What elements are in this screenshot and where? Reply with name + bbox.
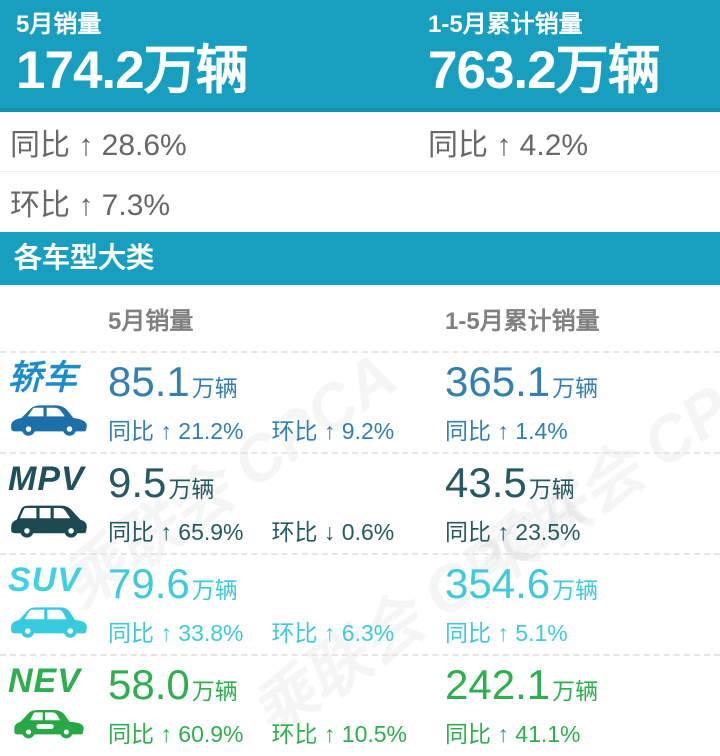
may-sales-summary: 5月销量 174.2万辆 <box>16 8 428 108</box>
may-value: 58.0 <box>108 661 190 708</box>
suv-car-icon <box>8 601 92 639</box>
table-body: 轿车 85.1 万辆 同比 ↑ 21.2% 环比 ↑ 9.2% 365.1 万辆… <box>0 351 720 755</box>
may-unit: 万辆 <box>191 678 238 704</box>
cumulative-unit: 万辆 <box>528 476 575 502</box>
category-label: MPV <box>8 460 85 498</box>
may-value: 9.5 <box>108 459 167 506</box>
category-cell: SUV <box>0 562 108 654</box>
cumulative-yoy: 同比 ↑ 23.5% <box>445 519 581 545</box>
category-label: 轿车 <box>8 359 78 397</box>
nev-car-icon <box>8 702 92 740</box>
category-cell: MPV <box>0 461 108 553</box>
section-title: 各车型大类 <box>0 232 720 285</box>
cumulative-yoy: 同比 ↑ 5.1% <box>445 620 568 646</box>
may-mom: 环比 ↑ 9.2% <box>271 418 395 444</box>
category-cell: 轿车 <box>0 360 108 452</box>
may-sales-label: 5月销量 <box>16 11 102 38</box>
may-yoy: 同比 ↑ 60.9% <box>108 721 244 747</box>
cumulative-sales-number: 763.2 <box>428 41 557 100</box>
may-yoy-stat: 同比 ↑ 28.6% <box>10 128 187 162</box>
cumulative-sales-unit: 万辆 <box>555 41 661 100</box>
may-sales-cell: 9.5 万辆 同比 ↑ 65.9% 环比 ↓ 0.6% <box>108 461 445 553</box>
may-yoy: 同比 ↑ 21.2% <box>108 418 244 444</box>
may-sales-unit: 万辆 <box>143 41 249 100</box>
may-mom-stat: 环比 ↑ 7.3% <box>10 189 171 222</box>
table-header: 5月销量 1-5月累计销量 <box>0 285 720 351</box>
may-sales-number: 174.2 <box>16 41 145 100</box>
may-sub-stats: 同比 ↑ 65.9% 环比 ↓ 0.6% <box>108 513 445 547</box>
cumulative-value-line: 43.5 万辆 <box>445 461 720 505</box>
category-label: NEV <box>8 662 81 700</box>
cumulative-unit: 万辆 <box>552 678 599 704</box>
category-table: 5月销量 1-5月累计销量 轿车 85.1 万辆 同比 ↑ 21.2% 环比 ↑… <box>0 285 720 755</box>
may-mom: 环比 ↑ 6.3% <box>271 620 395 646</box>
cumulative-sales-cell: 242.1 万辆 同比 ↑ 41.1% <box>445 663 720 755</box>
sedan-car-icon <box>8 399 92 437</box>
cumulative-sales-cell: 43.5 万辆 同比 ↑ 23.5% <box>445 461 720 553</box>
mom-stats-row: 环比 ↑ 7.3% <box>0 172 720 232</box>
may-value-line: 85.1 万辆 <box>108 360 445 404</box>
cumulative-sub-stats: 同比 ↑ 1.4% <box>445 412 720 446</box>
cumulative-yoy: 同比 ↑ 1.4% <box>445 418 568 444</box>
cumulative-value-line: 365.1 万辆 <box>445 360 720 404</box>
summary-banner: 5月销量 174.2万辆 1-5月累计销量 763.2万辆 <box>0 0 720 112</box>
may-sales-column-header: 5月销量 <box>108 307 194 335</box>
may-value: 79.6 <box>108 560 190 607</box>
cumulative-unit: 万辆 <box>552 577 599 603</box>
may-sales-value: 174.2万辆 <box>16 42 428 100</box>
cumulative-sales-cell: 365.1 万辆 同比 ↑ 1.4% <box>445 360 720 452</box>
table-row: SUV 79.6 万辆 同比 ↑ 33.8% 环比 ↑ 6.3% 354.6 万… <box>0 553 720 654</box>
category-label: SUV <box>8 561 81 599</box>
cumulative-sales-label: 1-5月累计销量 <box>428 11 583 38</box>
may-unit: 万辆 <box>191 577 238 603</box>
cumulative-yoy-stat: 同比 ↑ 4.2% <box>428 128 589 162</box>
cumulative-unit: 万辆 <box>552 375 599 401</box>
cumulative-sales-value: 763.2万辆 <box>428 42 720 100</box>
may-sales-cell: 79.6 万辆 同比 ↑ 33.8% 环比 ↑ 6.3% <box>108 562 445 654</box>
category-cell: NEV <box>0 663 108 755</box>
table-row: 轿车 85.1 万辆 同比 ↑ 21.2% 环比 ↑ 9.2% 365.1 万辆… <box>0 351 720 452</box>
may-value: 85.1 <box>108 358 190 405</box>
cumulative-value: 43.5 <box>445 459 527 506</box>
cumulative-value: 242.1 <box>445 661 551 708</box>
cumulative-sub-stats: 同比 ↑ 5.1% <box>445 614 720 648</box>
table-row: MPV 9.5 万辆 同比 ↑ 65.9% 环比 ↓ 0.6% 43.5 万辆 … <box>0 452 720 553</box>
cumulative-sales-cell: 354.6 万辆 同比 ↑ 5.1% <box>445 562 720 654</box>
may-unit: 万辆 <box>168 476 215 502</box>
cumulative-value: 354.6 <box>445 560 551 607</box>
cumulative-sales-summary: 1-5月累计销量 763.2万辆 <box>428 8 720 108</box>
may-mom: 环比 ↓ 0.6% <box>271 519 395 545</box>
cumulative-yoy: 同比 ↑ 41.1% <box>445 721 581 747</box>
cumulative-sub-stats: 同比 ↑ 41.1% <box>445 715 720 749</box>
mpv-car-icon <box>8 500 92 538</box>
cumulative-value-line: 242.1 万辆 <box>445 663 720 707</box>
may-value-line: 58.0 万辆 <box>108 663 445 707</box>
may-yoy: 同比 ↑ 33.8% <box>108 620 244 646</box>
may-sub-stats: 同比 ↑ 60.9% 环比 ↑ 10.5% <box>108 715 445 749</box>
may-sales-cell: 58.0 万辆 同比 ↑ 60.9% 环比 ↑ 10.5% <box>108 663 445 755</box>
may-mom: 环比 ↑ 10.5% <box>271 721 408 747</box>
may-sub-stats: 同比 ↑ 21.2% 环比 ↑ 9.2% <box>108 412 445 446</box>
cumulative-value: 365.1 <box>445 358 551 405</box>
cumulative-value-line: 354.6 万辆 <box>445 562 720 606</box>
may-sub-stats: 同比 ↑ 33.8% 环比 ↑ 6.3% <box>108 614 445 648</box>
may-sales-cell: 85.1 万辆 同比 ↑ 21.2% 环比 ↑ 9.2% <box>108 360 445 452</box>
may-unit: 万辆 <box>191 375 238 401</box>
may-value-line: 9.5 万辆 <box>108 461 445 505</box>
cumulative-sub-stats: 同比 ↑ 23.5% <box>445 513 720 547</box>
may-yoy: 同比 ↑ 65.9% <box>108 519 244 545</box>
table-row: NEV 58.0 万辆 同比 ↑ 60.9% 环比 ↑ 10.5% 242.1 … <box>0 654 720 755</box>
yoy-stats-row: 同比 ↑ 28.6% 同比 ↑ 4.2% <box>0 112 720 172</box>
cumulative-sales-column-header: 1-5月累计销量 <box>445 307 600 335</box>
may-value-line: 79.6 万辆 <box>108 562 445 606</box>
